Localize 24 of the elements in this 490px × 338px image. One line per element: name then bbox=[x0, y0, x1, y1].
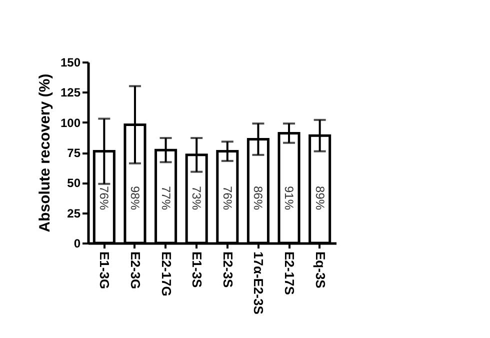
y-tick-label: 50 bbox=[67, 176, 81, 190]
y-tick-label: 150 bbox=[60, 56, 81, 70]
data-label: 86% bbox=[251, 186, 266, 210]
x-tick-label: E1-3S bbox=[190, 252, 205, 288]
data-label: 76% bbox=[220, 186, 234, 210]
y-tick-label: 25 bbox=[67, 206, 81, 220]
x-tick-label: E2-3S bbox=[220, 252, 236, 288]
y-tick-label: 125 bbox=[60, 86, 81, 100]
x-tick-label: E2-3G bbox=[128, 252, 143, 290]
x-tick-label: 17α-E2-3S bbox=[251, 252, 266, 315]
data-label: 89% bbox=[312, 186, 327, 210]
data-label: 91% bbox=[282, 186, 296, 210]
data-label: 73% bbox=[190, 186, 204, 210]
x-tick-label: E2-17S bbox=[282, 252, 298, 296]
y-tick-label: 0 bbox=[74, 236, 81, 250]
x-tick-label: E2-17G bbox=[158, 252, 174, 296]
x-tick-label: Eq-3S bbox=[312, 252, 328, 289]
x-tick-label: E1-3G bbox=[97, 252, 112, 290]
y-tick-label: 75 bbox=[67, 146, 81, 160]
data-label: 98% bbox=[128, 186, 142, 210]
y-axis-title: Absolute recovery (%) bbox=[36, 74, 54, 232]
y-tick-label: 100 bbox=[60, 116, 81, 130]
data-label: 77% bbox=[158, 186, 173, 210]
data-label: 76% bbox=[97, 186, 112, 210]
